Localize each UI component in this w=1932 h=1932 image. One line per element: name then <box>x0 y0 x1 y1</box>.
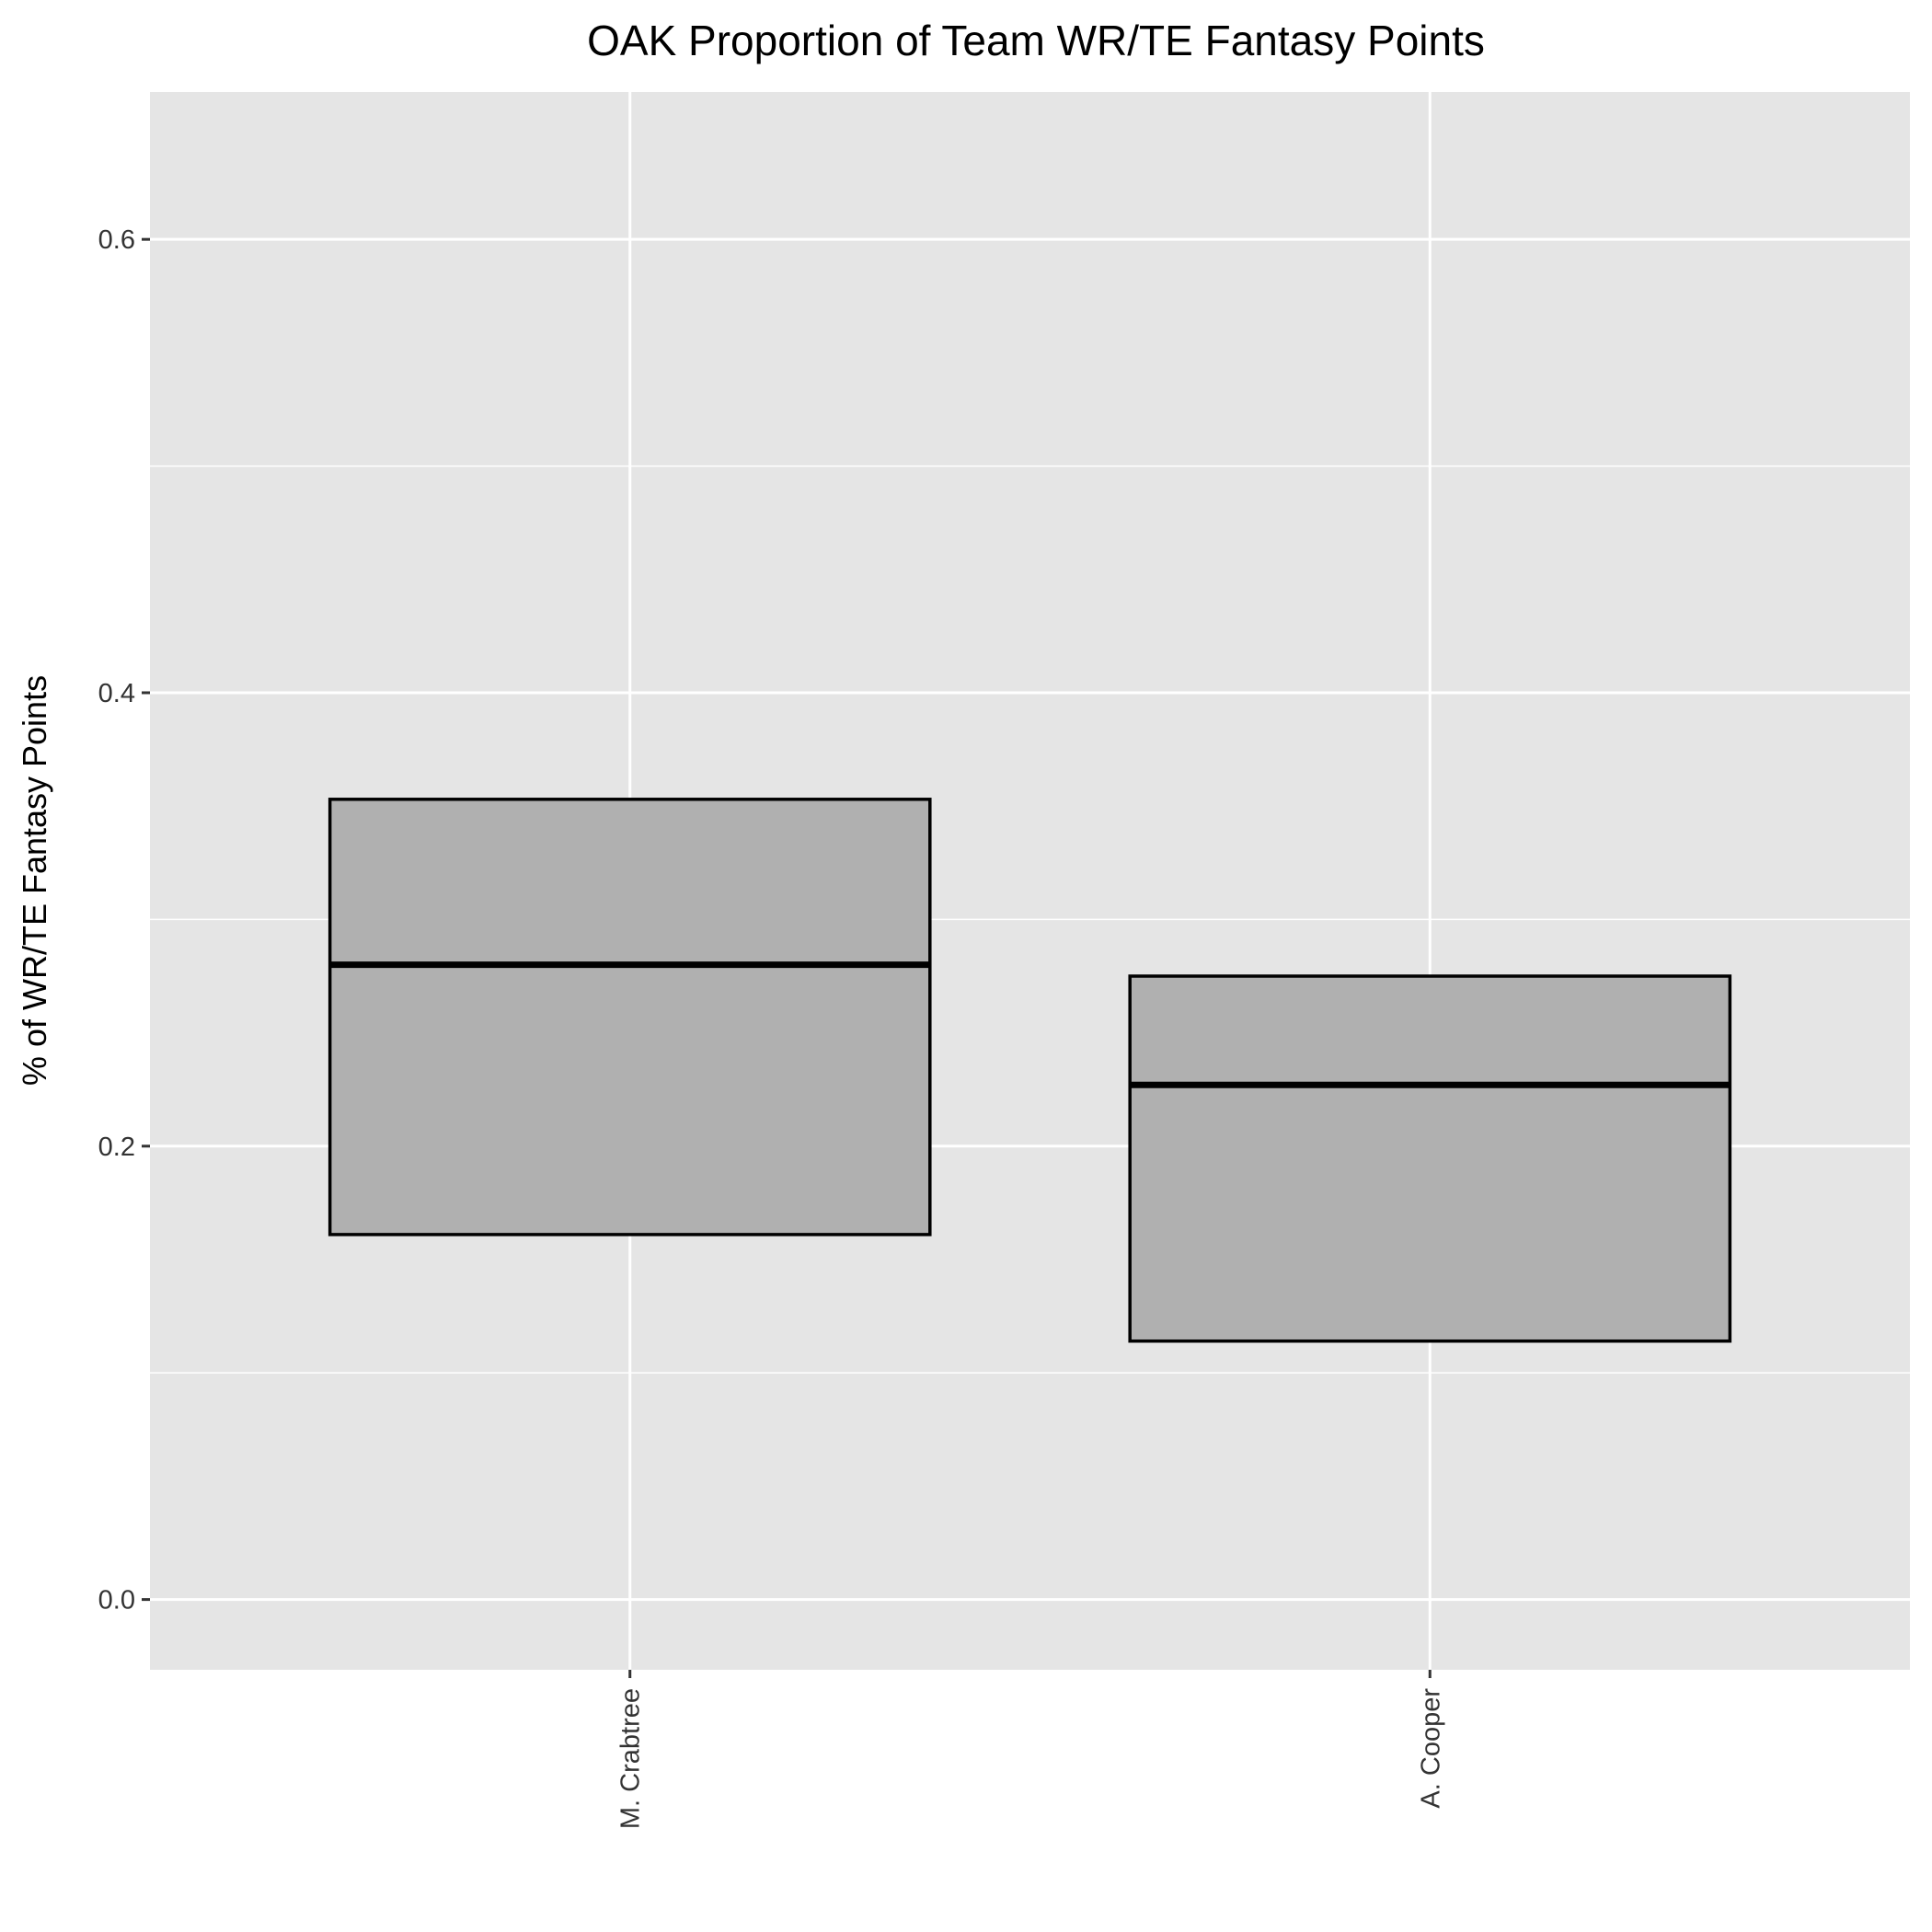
axes: 0.0 0.2 0.4 0.6 M. Crabtree A. Cooper <box>98 225 1446 1829</box>
box-1 <box>328 798 932 1236</box>
box-2 <box>1128 974 1732 1343</box>
box-body <box>1128 974 1732 1343</box>
y-axis-label: % of WR/TE Fantasy Points <box>16 675 53 1086</box>
x-tick-label: M. Crabtree <box>616 1688 646 1829</box>
boxes <box>328 798 1732 1343</box>
chart-title: OAK Proportion of Team WR/TE Fantasy Poi… <box>587 17 1485 64</box>
y-tick-label: 0.4 <box>98 679 135 708</box>
box-body <box>328 798 932 1236</box>
y-tick-label: 0.0 <box>98 1586 135 1616</box>
y-tick-label: 0.2 <box>98 1133 135 1162</box>
x-tick-label: A. Cooper <box>1416 1688 1445 1809</box>
y-tick-label: 0.6 <box>98 225 135 255</box>
